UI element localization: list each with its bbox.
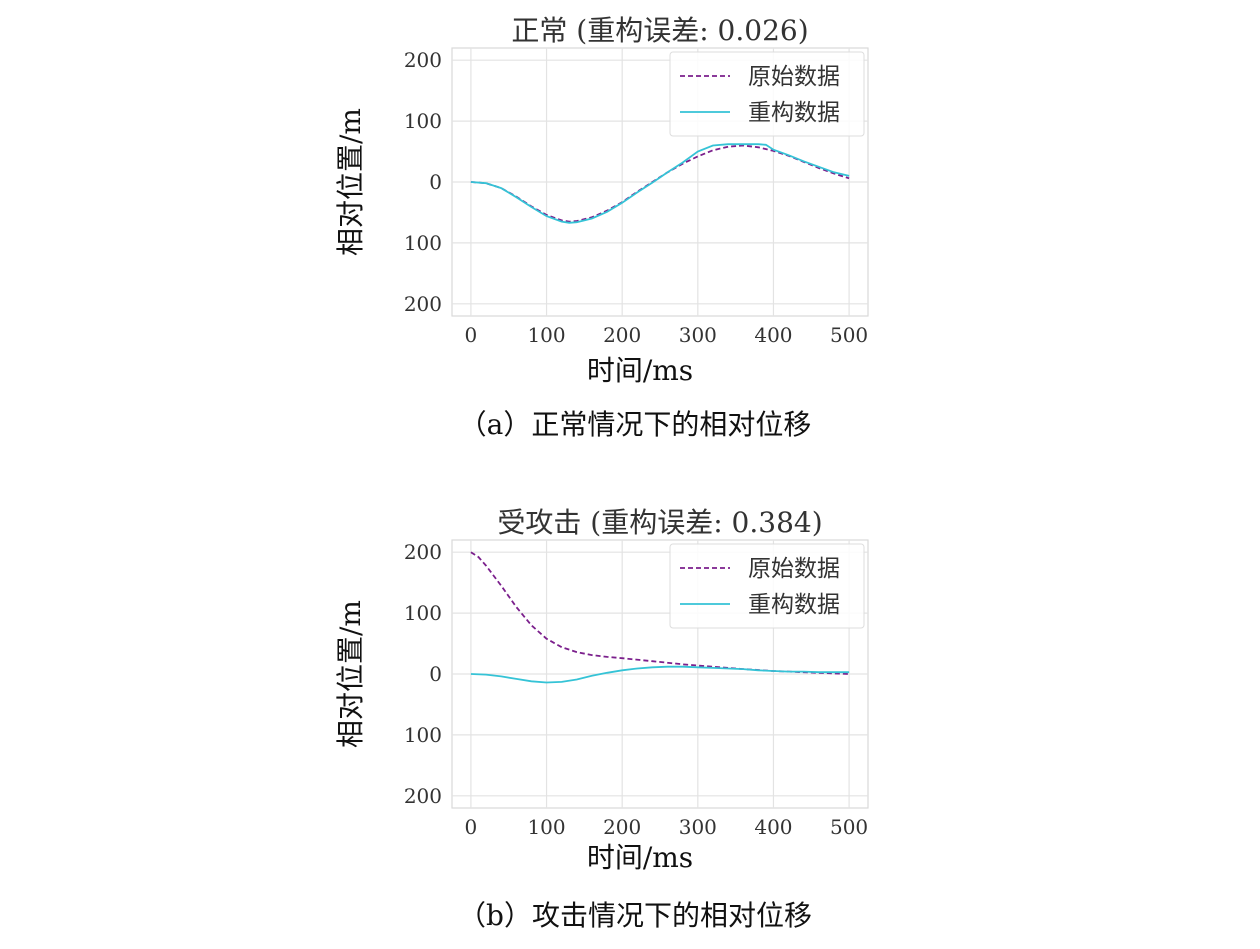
series-reconstructed-line [470,665,850,684]
chart-attacked: 受攻击 (重构误差: 0.384) 0 100 200 300 400 500 200 100 0… [334,506,869,932]
y-tick-label: 200 [404,292,442,316]
y-tick-label: 100 [404,723,442,747]
x-axis-label: 时间/ms [587,354,693,387]
legend-label: 重构数据 [748,100,840,126]
y-tick-label: 200 [404,784,442,808]
x-tick-label: 500 [830,815,868,839]
figure-caption: （a）正常情况下的相对位移 [459,408,812,441]
y-tick-label: 100 [404,109,442,133]
x-tick-label: 100 [527,815,565,839]
x-tick-label: 100 [527,323,565,347]
x-tick-label: 200 [603,815,641,839]
y-tick-label: 100 [404,601,442,625]
y-tick-label: 200 [404,540,442,564]
chart-normal: 正常 (重构误差: 0.026) 0 100 200 300 400 500 200 100 0 1… [334,14,869,441]
x-tick-label: 300 [679,323,717,347]
chart-title: 正常 (重构误差: 0.026) [511,14,808,47]
x-tick-label: 0 [465,323,478,347]
legend-box [669,543,865,629]
y-axis-label: 相对位置/m [334,600,367,748]
x-tick-label: 200 [603,323,641,347]
legend-label: 原始数据 [748,556,840,582]
y-tick-label: 0 [429,662,442,686]
y-tick-label: 200 [404,48,442,72]
x-axis-label: 时间/ms [587,841,693,874]
x-tick-label: 400 [754,815,792,839]
series-reconstructed-line [470,143,850,224]
chart-title: 受攻击 (重构误差: 0.384) [497,506,822,539]
figure-caption: （b）攻击情况下的相对位移 [458,899,812,932]
x-tick-label: 500 [830,323,868,347]
x-tick-label: 400 [754,323,792,347]
y-axis-label: 相对位置/m [334,108,367,256]
legend-label: 重构数据 [748,592,840,618]
legend-box [669,51,865,137]
x-tick-label: 300 [679,815,717,839]
legend-label: 原始数据 [748,64,840,90]
series-original-line [470,551,850,675]
x-tick-label: 0 [465,815,478,839]
y-tick-label: 0 [429,170,442,194]
y-tick-label: 100 [404,231,442,255]
